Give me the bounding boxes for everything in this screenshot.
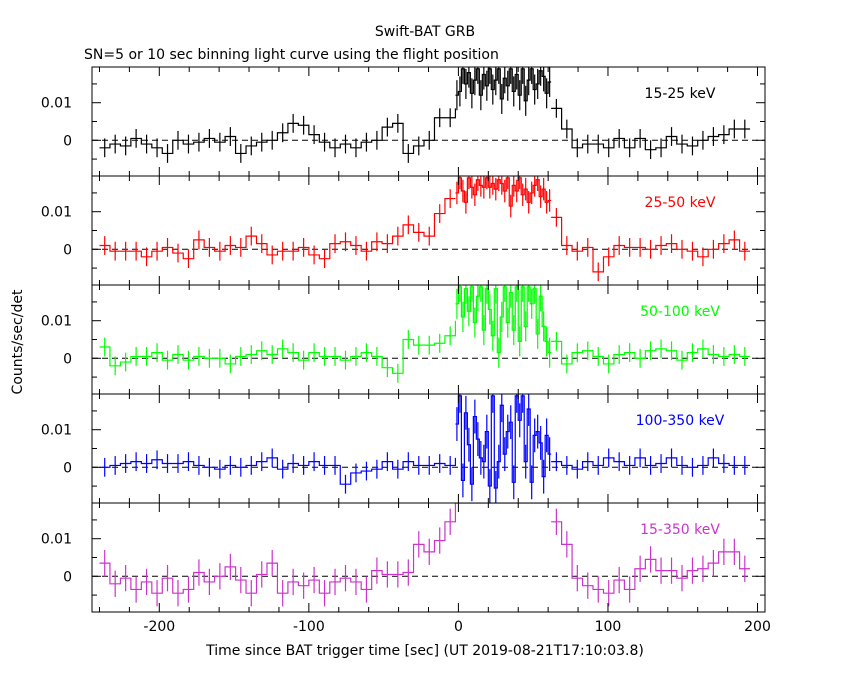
histogram-step-pre xyxy=(99,320,457,374)
panel-4: 0 0.01 100-350 keV xyxy=(41,393,766,504)
histogram-step-pre xyxy=(99,503,457,594)
band-label: 15-25 keV xyxy=(645,86,716,102)
histogram-step-burst xyxy=(455,177,552,207)
histogram-step-post xyxy=(551,521,751,594)
x-tick-label: -200 xyxy=(143,619,175,635)
x-tick-labels: -200 -100 0 100 200 xyxy=(143,619,770,635)
panel-frame xyxy=(91,502,766,613)
series-1 xyxy=(99,67,751,163)
band-label: 100-350 keV xyxy=(636,413,725,429)
series-4 xyxy=(99,394,751,503)
panels: 0 0.01 15-25 keV 0 0.01 25-50 keV 0 0.01 50-100 … xyxy=(41,66,766,613)
band-label: 15-350 keV xyxy=(640,522,720,538)
y-tick-label: 0.01 xyxy=(41,96,72,112)
histogram-step-pre xyxy=(99,197,456,260)
panel-2: 0 0.01 25-50 keV xyxy=(41,175,766,286)
band-label: 25-50 keV xyxy=(645,195,716,211)
panel-frame xyxy=(91,175,766,286)
y-tick-label: 0.01 xyxy=(41,423,72,439)
x-tick-label: 100 xyxy=(595,619,622,635)
x-tick-label: -100 xyxy=(293,619,325,635)
y-tick-label: 0 xyxy=(63,460,72,476)
y-tick-label: 0.01 xyxy=(41,314,72,330)
chart-title: Swift-BAT GRB xyxy=(375,24,475,40)
band-label: 50-100 keV xyxy=(640,304,720,320)
series-3 xyxy=(99,285,751,383)
x-tick-label: 0 xyxy=(454,619,463,635)
histogram-step-burst xyxy=(455,395,552,489)
histogram-step-post xyxy=(551,216,751,273)
panel-frame xyxy=(91,284,766,395)
panel-frame xyxy=(91,66,766,177)
series-5 xyxy=(99,503,751,607)
panel-frame xyxy=(91,393,766,504)
histogram-step-post xyxy=(551,457,751,470)
y-tick-label: 0 xyxy=(63,569,72,585)
histogram-step-pre xyxy=(99,108,457,155)
panel-5: 0 0.01 15-350 keV xyxy=(41,502,766,613)
panel-1: 0 0.01 15-25 keV xyxy=(41,66,766,177)
x-tick-label: 200 xyxy=(744,619,771,635)
histogram-step-burst xyxy=(455,286,552,354)
histogram-step-burst xyxy=(455,68,552,102)
histogram-step-pre xyxy=(99,457,457,485)
x-axis-label: Time since BAT trigger time [sec] (UT 20… xyxy=(205,643,644,659)
y-tick-label: 0 xyxy=(63,351,72,367)
series-2 xyxy=(99,176,751,282)
chart-subtitle: SN=5 or 10 sec binning light curve using… xyxy=(84,47,499,63)
y-axis-label: Counts/sec/det xyxy=(10,289,26,394)
y-tick-label: 0 xyxy=(63,133,72,149)
y-tick-label: 0.01 xyxy=(41,532,72,548)
y-tick-label: 0 xyxy=(63,242,72,258)
y-tick-label: 0.01 xyxy=(41,205,72,221)
panel-3: 0 0.01 50-100 keV xyxy=(41,284,766,395)
